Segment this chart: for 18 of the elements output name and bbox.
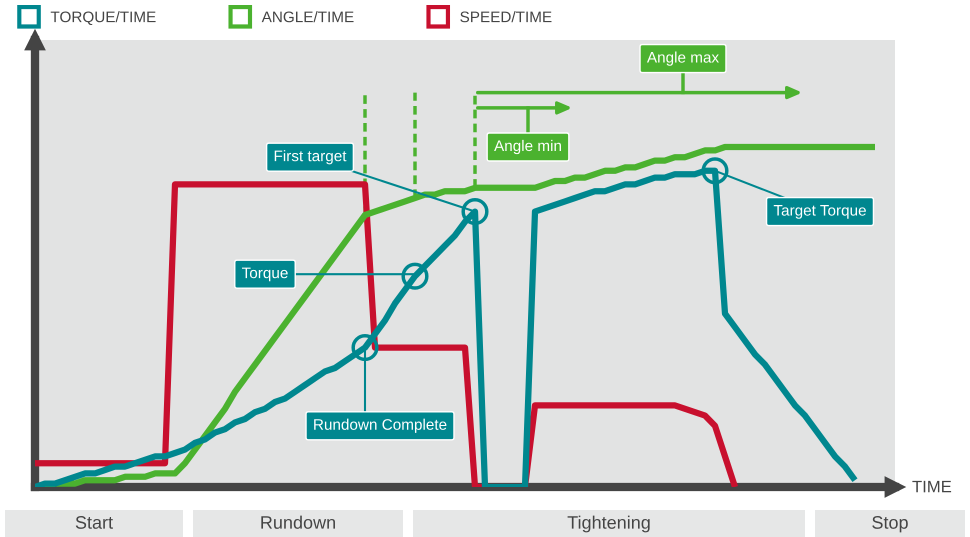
x-axis-title: TIME — [912, 480, 952, 492]
point — [401, 262, 429, 290]
annotation: Angle min — [494, 140, 561, 154]
text: Tightening — [568, 516, 650, 532]
legend-label: TORQUE/TIME — [50, 11, 156, 26]
annotation: Torque — [242, 268, 288, 282]
annotation: First target — [274, 150, 346, 164]
point — [351, 334, 379, 362]
legend-label: SPEED/TIME — [460, 11, 552, 22]
legend-label: ANGLE/TIME — [262, 11, 354, 22]
text: Start — [76, 516, 113, 529]
annotation: Target Torque — [774, 205, 866, 219]
text: Rundown — [261, 516, 335, 529]
annotation: Rundown Complete — [314, 418, 446, 433]
point — [701, 157, 729, 184]
text: Stop — [872, 516, 908, 532]
point — [461, 198, 489, 226]
text: Angle max — [646, 51, 719, 66]
